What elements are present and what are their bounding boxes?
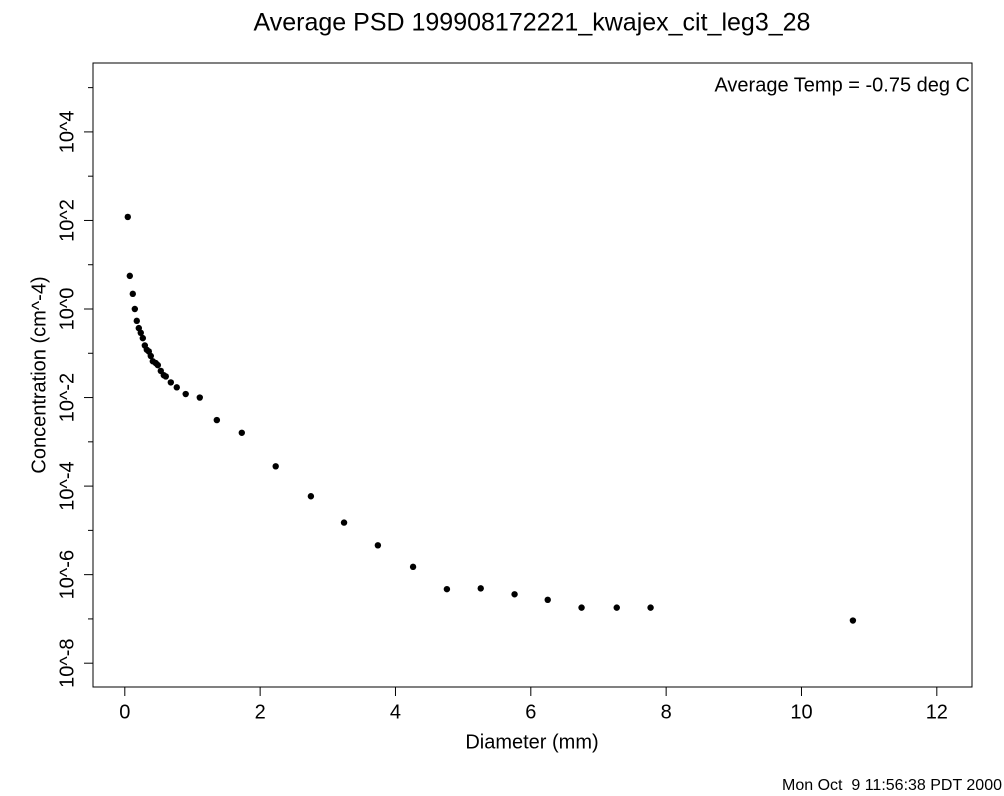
annotation: Average Temp = -0.75 deg C xyxy=(714,74,970,96)
footer: Mon Oct 9 11:56:38 PDT 2000 xyxy=(782,777,1002,794)
y-tick-label: 10^-6 xyxy=(56,550,78,599)
data-point xyxy=(374,542,382,549)
data-point xyxy=(129,290,136,298)
x-tick-label: 8 xyxy=(661,701,672,723)
x-tick-label: 2 xyxy=(255,701,266,723)
data-point xyxy=(124,213,131,221)
y-tick-label: 10^-8 xyxy=(56,638,78,687)
y-tick-label: 10^-2 xyxy=(56,373,78,422)
y-axis-label: Concentration (cm^-4) xyxy=(28,276,50,473)
data-point xyxy=(647,604,654,611)
data-point xyxy=(126,272,134,280)
data-point xyxy=(182,390,189,398)
data-point xyxy=(196,394,203,401)
data-point xyxy=(213,416,221,424)
data-point xyxy=(443,585,451,593)
y-tick-label: 10^4 xyxy=(56,111,78,154)
chart-title: Average PSD 199908172221_kwajex_cit_leg3… xyxy=(254,9,811,37)
y-tick-label: 10^-4 xyxy=(56,461,78,510)
data-point xyxy=(137,329,144,337)
data-point xyxy=(849,617,857,624)
data-point xyxy=(340,519,348,526)
x-axis-label: Diameter (mm) xyxy=(465,731,598,753)
data-point xyxy=(131,305,139,313)
data-point xyxy=(613,604,620,611)
data-point xyxy=(167,379,175,386)
data-point xyxy=(578,604,585,611)
x-tick-label: 0 xyxy=(119,701,130,723)
data-point xyxy=(238,429,246,436)
plot-frame xyxy=(92,62,973,688)
y-tick-label: 10^2 xyxy=(56,199,78,242)
data-point xyxy=(162,373,170,380)
data-point xyxy=(477,585,484,592)
data-point xyxy=(409,563,417,571)
x-tick-label: 10 xyxy=(790,701,812,723)
data-point xyxy=(154,361,162,369)
x-tick-label: 12 xyxy=(926,701,948,723)
data-point xyxy=(147,352,154,360)
x-tick-label: 4 xyxy=(390,701,401,723)
data-point xyxy=(173,384,180,391)
data-point xyxy=(139,334,147,342)
data-point xyxy=(544,596,551,604)
data-point xyxy=(133,317,140,325)
data-point xyxy=(272,463,279,470)
data-point xyxy=(307,493,315,500)
x-tick-label: 6 xyxy=(525,701,536,723)
data-point xyxy=(511,591,518,598)
y-tick-label: 10^0 xyxy=(56,288,78,331)
